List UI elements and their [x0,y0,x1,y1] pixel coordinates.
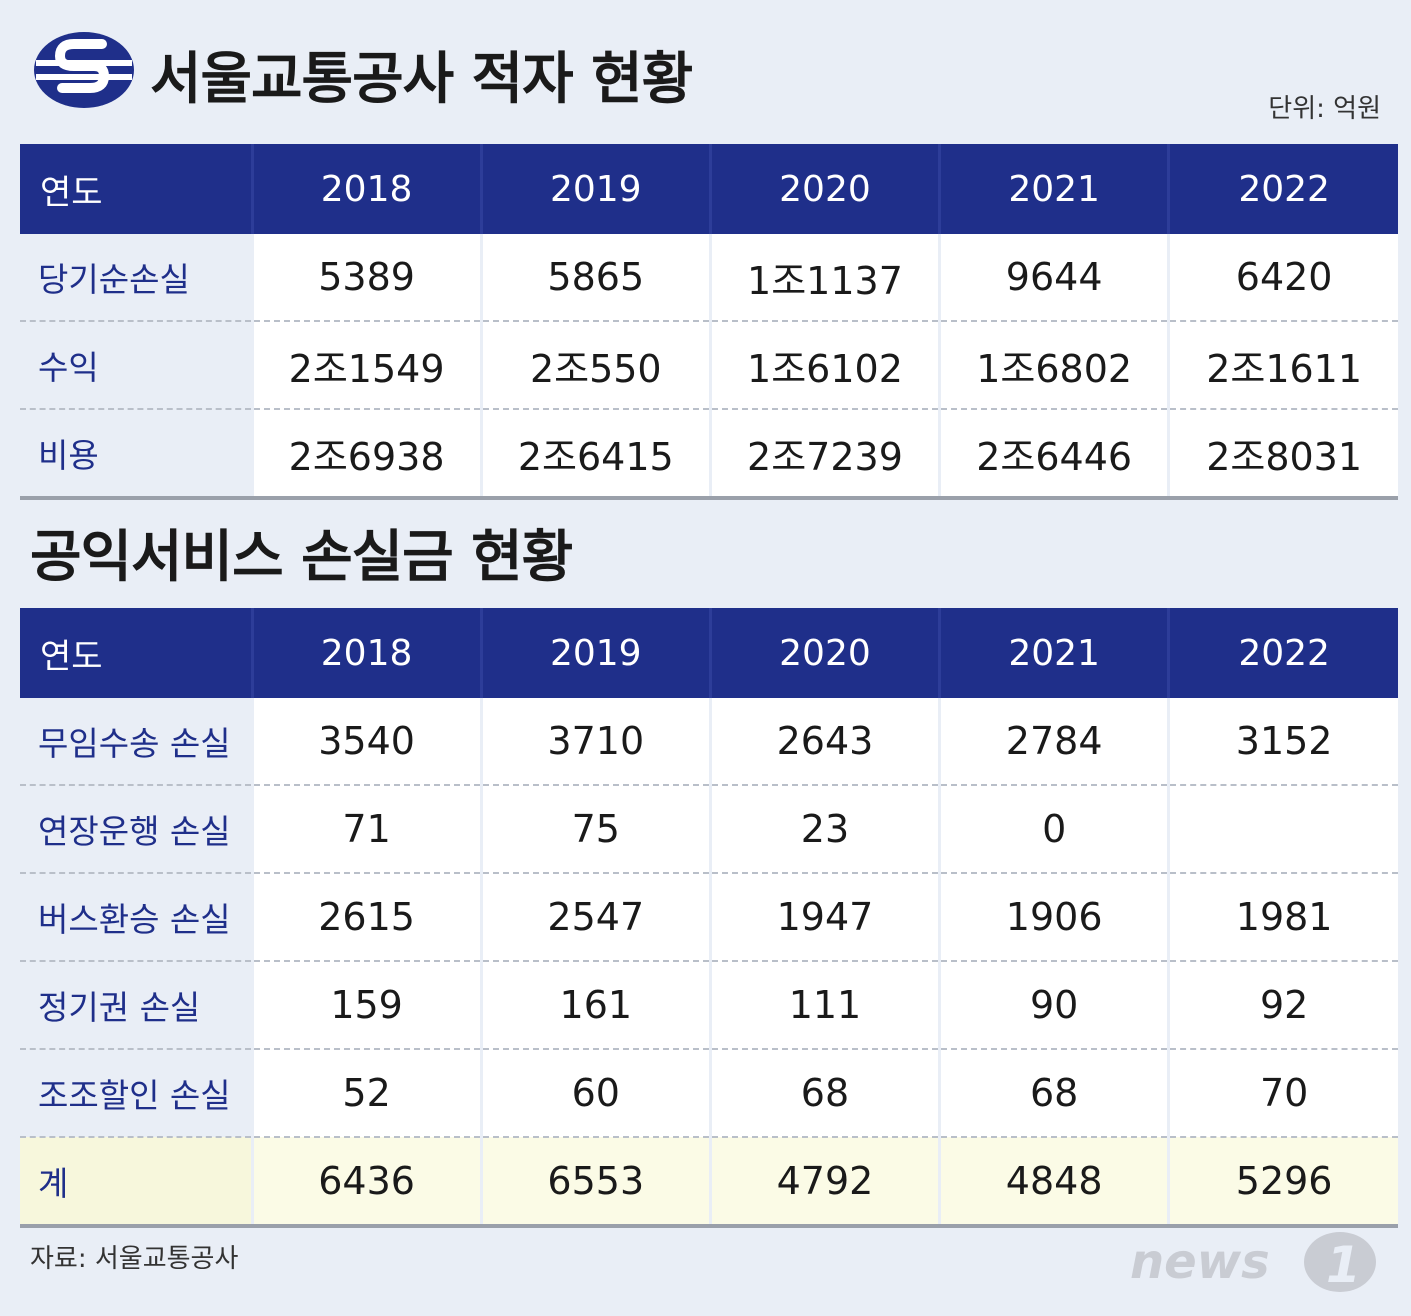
header-year: 2022 [1168,144,1398,234]
row-label: 버스환승 손실 [20,873,252,962]
row-label: 정기권 손실 [20,961,252,1050]
row-label: 수익 [20,321,252,410]
header-year: 2019 [481,144,712,234]
table-cell: 1906 [938,873,1169,962]
table-row: 연장운행 손실 71 75 23 0 [20,785,1398,874]
table-cell: 90 [938,961,1169,1050]
header-year: 2018 [252,608,483,698]
table-cell: 1981 [1167,873,1398,962]
table-cell: 159 [250,961,482,1050]
table-cell: 2784 [938,698,1169,786]
table-cell: 5296 [1167,1137,1398,1228]
main-title: 서울교통공사 적자 현황 [150,47,693,112]
table-cell: 4792 [708,1137,940,1228]
table-cell: 3152 [1167,698,1398,786]
table-row: 비용 2조6938 2조6415 2조7239 2조6446 2조8031 [20,409,1398,500]
public-service-loss-table: 연도 2018 2019 2020 2021 2022 무임수송 손실 3540… [20,608,1398,1228]
table-cell: 3540 [250,698,482,786]
table-row: 무임수송 손실 3540 3710 2643 2784 3152 [20,698,1398,786]
table-cell: 92 [1167,961,1398,1050]
table-cell: 2조1549 [250,321,482,410]
header-year: 2022 [1168,608,1398,698]
header-year: 2020 [710,144,942,234]
unit-label: 단위: 억원 [1268,94,1381,124]
table-cell: 0 [938,785,1169,874]
news1-logo-icon: news 1 [1130,1232,1376,1292]
table-row: 수익 2조1549 2조550 1조6102 1조6802 2조1611 [20,321,1398,410]
source-note: 자료: 서울교통공사 [30,1244,239,1274]
table-row: 조조할인 손실 52 60 68 68 70 [20,1049,1398,1138]
table-cell: 6436 [250,1137,482,1228]
table-cell: 2조1611 [1167,321,1398,410]
table-cell: 2조6446 [938,409,1169,500]
table-cell: 5389 [250,234,482,322]
table-cell: 2조550 [479,321,711,410]
table-cell: 70 [1167,1049,1398,1138]
table-cell: 5865 [479,234,711,322]
table-cell: 68 [938,1049,1169,1138]
table-cell: 60 [479,1049,711,1138]
table-cell: 1조6102 [708,321,940,410]
table-cell: 1947 [708,873,940,962]
table-cell: 4848 [938,1137,1169,1228]
header-year: 2019 [481,608,712,698]
table-cell: 75 [479,785,711,874]
row-label: 조조할인 손실 [20,1049,252,1138]
row-label: 당기순손실 [20,234,252,322]
table-cell: 111 [708,961,940,1050]
table-cell: 2643 [708,698,940,786]
table-cell: 2547 [479,873,711,962]
deficit-table: 연도 2018 2019 2020 2021 2022 당기순손실 5389 5… [20,144,1398,500]
table-row: 정기권 손실 159 161 111 90 92 [20,961,1398,1050]
table-cell [1167,785,1398,874]
row-label: 계 [20,1137,252,1228]
header-year-label: 연도 [20,144,254,234]
header-year: 2021 [939,608,1171,698]
total-row: 계 6436 6553 4792 4848 5296 [20,1137,1398,1228]
row-label: 연장운행 손실 [20,785,252,874]
brand-text: news [1130,1234,1270,1290]
table-header-row: 연도 2018 2019 2020 2021 2022 [20,144,1398,234]
table-header-row: 연도 2018 2019 2020 2021 2022 [20,608,1398,698]
table-cell: 68 [708,1049,940,1138]
table-cell: 9644 [938,234,1169,322]
row-label: 무임수송 손실 [20,698,252,786]
row-label: 비용 [20,409,252,500]
table-cell: 23 [708,785,940,874]
table-cell: 71 [250,785,482,874]
table-cell: 52 [250,1049,482,1138]
section-title: 공익서비스 손실금 현황 [30,525,573,590]
table-cell: 2615 [250,873,482,962]
header-year: 2021 [939,144,1171,234]
table-cell: 2조6415 [479,409,711,500]
header-year: 2018 [252,144,483,234]
table-row: 버스환승 손실 2615 2547 1947 1906 1981 [20,873,1398,962]
table-cell: 6420 [1167,234,1398,322]
table-row: 당기순손실 5389 5865 1조1137 9644 6420 [20,234,1398,322]
header-year-label: 연도 [20,608,254,698]
brand-numeral: 1 [1326,1236,1361,1292]
table-cell: 2조7239 [708,409,940,500]
table-cell: 1조1137 [708,234,940,322]
table-cell: 1조6802 [938,321,1169,410]
table-cell: 6553 [479,1137,711,1228]
header-year: 2020 [710,608,942,698]
table-cell: 3710 [479,698,711,786]
table-cell: 2조8031 [1167,409,1398,500]
table-cell: 2조6938 [250,409,482,500]
seoul-metro-logo-icon [34,32,134,108]
table-cell: 161 [479,961,711,1050]
